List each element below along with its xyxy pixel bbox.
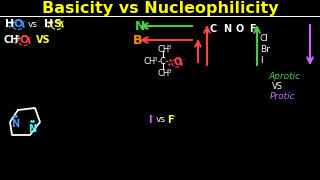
Text: -: - [152,113,155,119]
Text: vs: vs [156,115,166,124]
Text: I: I [148,115,151,125]
Text: 3: 3 [16,35,20,40]
Text: H: H [44,19,53,29]
Text: VS: VS [36,35,51,45]
Text: O: O [173,57,181,67]
Text: N: N [135,20,145,33]
Text: CH: CH [143,57,155,66]
Text: vs: vs [28,20,38,29]
Text: -C-: -C- [158,57,170,66]
Text: -: - [173,113,175,119]
Text: 3: 3 [168,69,172,74]
Text: -: - [29,34,31,40]
Text: -: - [23,18,26,24]
Text: Protic: Protic [270,92,296,101]
Text: -: - [183,56,186,62]
Text: -: - [62,18,65,24]
Text: N: N [223,24,231,34]
Text: I: I [260,56,263,65]
Text: C: C [210,24,217,34]
Text: Br: Br [260,45,270,54]
Text: O: O [236,24,244,34]
Text: 3: 3 [154,57,157,62]
Text: VS: VS [272,82,283,91]
Text: CH: CH [157,69,169,78]
Text: O: O [14,19,23,29]
Text: F: F [249,24,256,34]
Text: Basicity vs Nucleophilicity: Basicity vs Nucleophilicity [42,1,278,16]
Text: 3: 3 [168,45,172,50]
Text: H: H [5,19,14,29]
Text: N: N [11,119,19,129]
Text: N: N [28,124,36,134]
Text: F: F [167,115,174,125]
Text: CH: CH [157,45,169,54]
Text: S: S [53,19,61,29]
Text: Cl: Cl [260,34,269,43]
Text: B: B [133,34,142,47]
Text: Aprotic: Aprotic [268,72,300,81]
Text: O: O [20,35,29,45]
Text: CH: CH [4,35,20,45]
